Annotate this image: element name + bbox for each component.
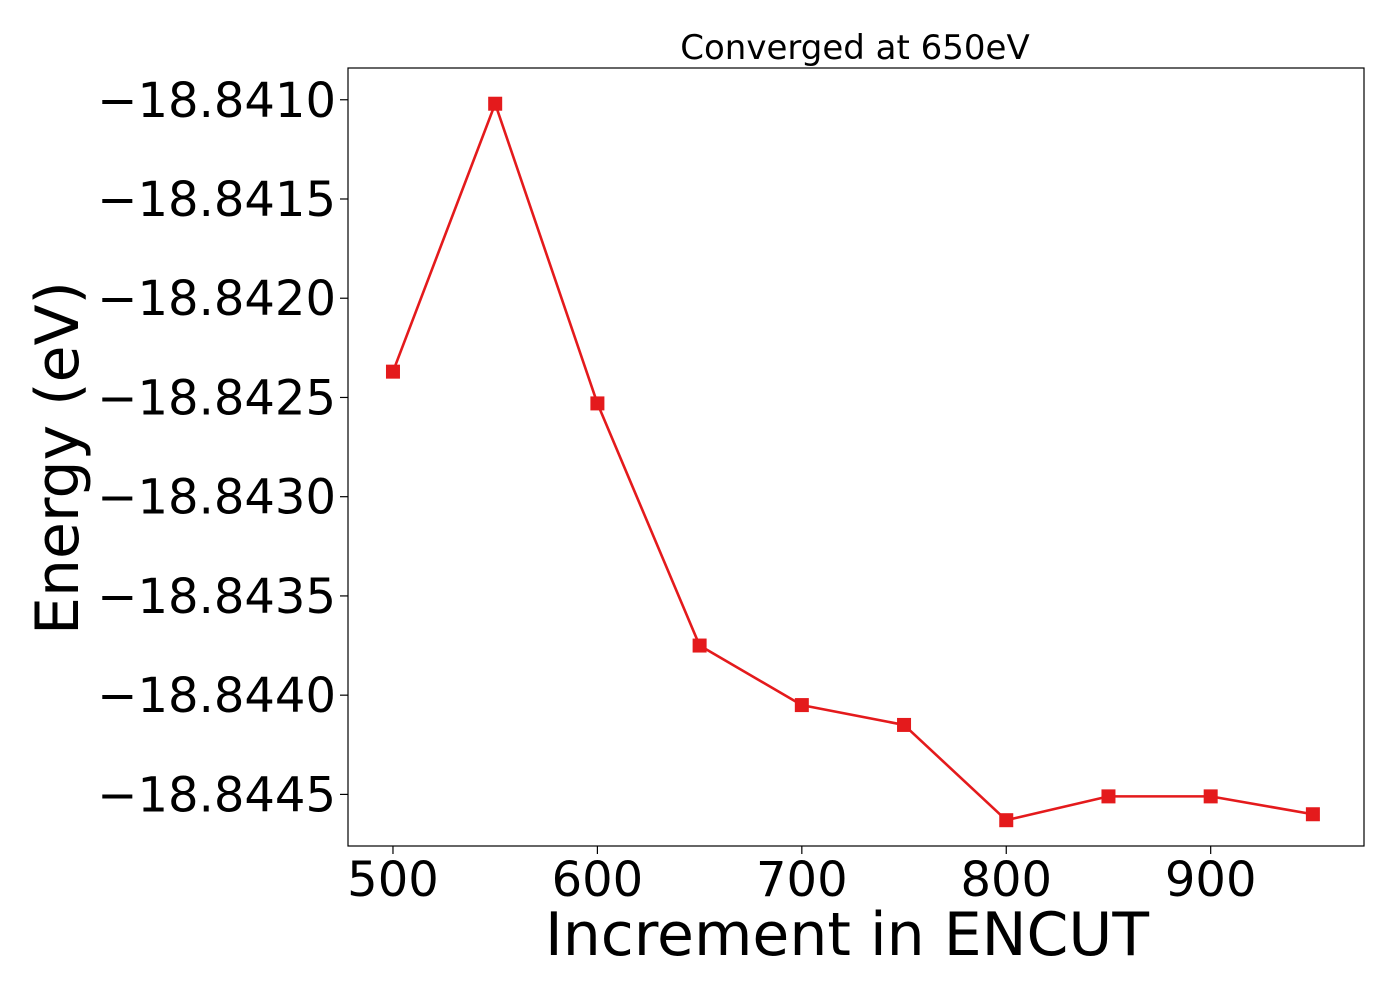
y-tick-label: −18.8440 — [97, 668, 336, 724]
x-axis-ticks: 500 600 700 800 900 — [347, 846, 1256, 908]
x-tick-label: 600 — [552, 852, 644, 908]
plot-frame — [347, 67, 1365, 847]
y-tick-label: −18.8435 — [97, 569, 336, 625]
data-point-marker — [999, 813, 1014, 828]
y-tick-label: −18.8430 — [97, 470, 336, 526]
x-tick-label: 500 — [347, 852, 439, 908]
y-tick-label: −18.8420 — [97, 271, 336, 327]
data-point-marker — [692, 638, 707, 653]
data-point-marker — [1101, 789, 1116, 804]
x-axis-label: Increment in ENCUT — [545, 900, 1149, 970]
x-tick-label: 900 — [1165, 852, 1257, 908]
y-tick-label: −18.8415 — [97, 172, 336, 228]
x-tick-label: 700 — [756, 852, 848, 908]
data-point-marker — [897, 717, 912, 732]
y-tick-label: −18.8425 — [97, 370, 336, 426]
series-line — [391, 102, 1314, 822]
x-tick-label: 800 — [960, 852, 1052, 908]
data-point-marker — [385, 364, 400, 379]
data-point-marker — [1203, 789, 1218, 804]
series-layer — [385, 96, 1320, 828]
data-point-marker — [590, 396, 605, 411]
data-point-marker — [1305, 807, 1320, 822]
y-tick-label: −18.8410 — [97, 73, 336, 129]
chart-title: Converged at 650eV — [680, 28, 1029, 68]
y-axis-ticks: −18.8410 −18.8415 −18.8420 −18.8425 −18.8430… — [97, 73, 348, 823]
data-point-marker — [488, 96, 503, 111]
y-tick-label: −18.8445 — [97, 767, 336, 823]
y-axis-label: Energy (eV) — [23, 281, 93, 635]
data-point-marker — [794, 698, 809, 713]
